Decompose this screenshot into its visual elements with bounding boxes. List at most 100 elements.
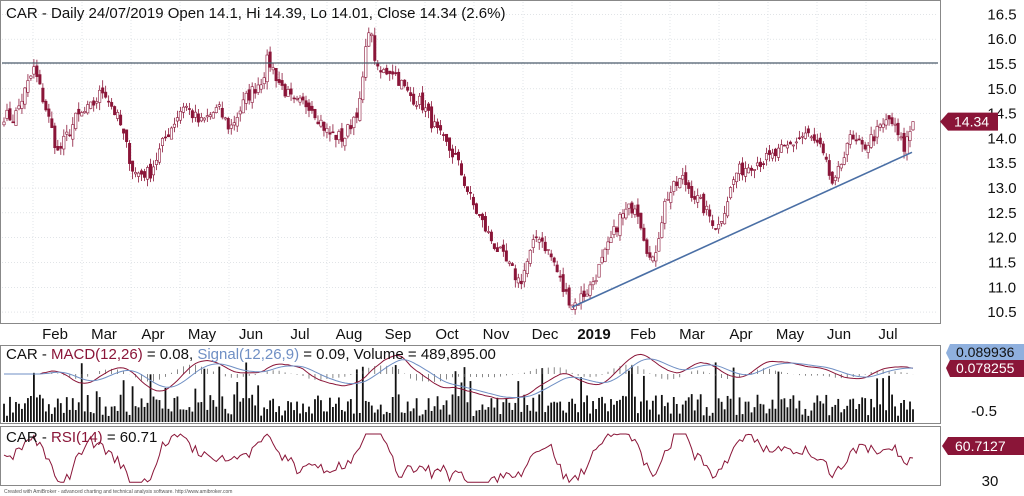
candle-body	[501, 244, 505, 252]
volume-bar	[577, 412, 580, 422]
volume-bar	[83, 411, 86, 422]
volume-bar	[783, 398, 786, 422]
volume-bar	[152, 396, 155, 422]
volume-bar	[873, 407, 876, 422]
candle-body	[71, 124, 75, 140]
candle-body	[364, 46, 368, 78]
volume-bar	[771, 399, 774, 422]
candle-body	[645, 239, 649, 254]
volume-bar	[708, 415, 711, 422]
volume-bar	[732, 367, 735, 422]
candle-body	[588, 284, 592, 296]
macd-tag-label: 0.078255	[956, 360, 1015, 376]
volume-bar	[33, 372, 35, 422]
macd-title-part: = 0.08,	[143, 346, 198, 363]
candle-body	[597, 263, 601, 278]
volume-bar	[164, 387, 167, 422]
candle-body	[289, 88, 293, 95]
candle-body	[388, 70, 392, 74]
volume-bar	[224, 408, 227, 422]
candle-body	[693, 196, 697, 200]
candle-body	[415, 105, 419, 107]
candle-body	[277, 79, 281, 83]
volume-bar	[12, 412, 14, 422]
candle-body	[29, 75, 33, 79]
candle-body	[101, 87, 105, 94]
volume-bar	[675, 403, 678, 422]
volume-bar	[729, 398, 732, 422]
candle-body	[59, 146, 63, 149]
candle-body	[486, 231, 490, 233]
time-axis-label: Sep	[385, 326, 412, 343]
candle-body	[747, 167, 751, 174]
volume-bar	[487, 407, 490, 422]
footer-credit: Created with AmiBroker - advanced charti…	[4, 489, 232, 495]
candle-body	[172, 123, 176, 128]
volume-bar	[532, 397, 535, 422]
candle-body	[98, 89, 102, 103]
volume-bar	[475, 410, 478, 422]
volume-bar	[80, 363, 83, 422]
volume-bar	[314, 399, 316, 422]
volume-bar	[209, 395, 212, 422]
candle-body	[785, 144, 789, 149]
candle-body	[911, 121, 915, 131]
candle-body	[546, 249, 550, 251]
candle-body	[833, 176, 837, 181]
volume-bar	[143, 406, 146, 422]
macd-tag-shape	[946, 360, 1024, 377]
time-axis-label: Apr	[141, 326, 164, 343]
candle-body	[639, 212, 643, 229]
signal-tag-shape	[946, 344, 1024, 361]
volume-bar	[260, 415, 263, 422]
candle-body	[83, 111, 87, 114]
volume-bar	[678, 413, 681, 422]
volume-bar	[77, 402, 80, 422]
candle-body	[764, 153, 768, 161]
candle-body	[8, 108, 12, 121]
volume-bar	[161, 408, 164, 422]
volume-bar	[469, 381, 472, 422]
volume-bar	[831, 406, 834, 422]
volume-bar	[50, 413, 53, 422]
candle-body	[196, 113, 200, 123]
candle-body	[62, 135, 66, 150]
candle-body	[528, 249, 532, 264]
candle-body	[131, 160, 135, 172]
volume-bar	[735, 414, 738, 422]
candle-body	[190, 110, 194, 119]
volume-bar	[858, 404, 861, 422]
candle-body	[887, 115, 891, 120]
candle-body	[510, 263, 514, 266]
candle-body	[863, 144, 867, 150]
volume-bar	[568, 401, 571, 422]
macd-y-tick: -0.5	[971, 403, 997, 420]
candle-body	[854, 139, 858, 142]
volume-bar	[320, 400, 322, 422]
volume-bar	[233, 394, 236, 422]
candle-body	[779, 144, 783, 153]
volume-bar	[149, 374, 152, 422]
candle-body	[157, 148, 161, 163]
volume-bar	[442, 405, 445, 422]
volume-bar	[86, 395, 89, 422]
time-axis-label: Feb	[42, 326, 68, 343]
volume-bar	[789, 398, 792, 422]
volume-bar	[361, 366, 364, 422]
volume-bar	[400, 412, 403, 422]
candle-body	[681, 175, 685, 180]
volume-bar	[68, 409, 71, 422]
volume-bar	[134, 406, 137, 422]
candle-body	[77, 108, 81, 115]
volume-bar	[364, 400, 367, 422]
candle-body	[839, 164, 843, 169]
macd-signal-tag: 0.089936	[946, 344, 1024, 361]
candle-body	[591, 281, 595, 286]
volume-bar	[358, 412, 361, 422]
candle-body	[687, 182, 691, 189]
volume-bars	[3, 362, 914, 422]
price-grid	[2, 2, 938, 322]
candle-body	[38, 74, 42, 85]
volume-bar	[412, 408, 415, 422]
volume-bar	[553, 401, 556, 422]
